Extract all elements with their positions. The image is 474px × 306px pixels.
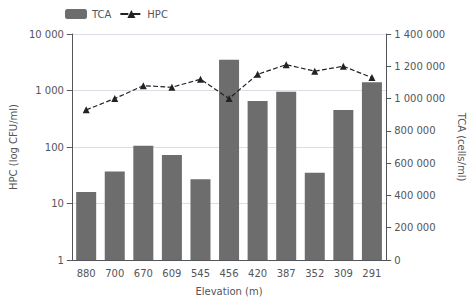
svg-text:0: 0 xyxy=(394,255,400,266)
svg-text:609: 609 xyxy=(162,268,181,279)
svg-text:1 000: 1 000 xyxy=(35,85,64,96)
svg-text:670: 670 xyxy=(134,268,153,279)
svg-text:10 000: 10 000 xyxy=(29,29,64,40)
svg-text:200 000: 200 000 xyxy=(394,222,435,233)
svg-text:700: 700 xyxy=(105,268,124,279)
svg-text:880: 880 xyxy=(77,268,96,279)
svg-text:800 000: 800 000 xyxy=(394,125,435,136)
svg-text:100: 100 xyxy=(45,142,64,153)
svg-text:456: 456 xyxy=(220,268,239,279)
svg-text:600 000: 600 000 xyxy=(394,158,435,169)
svg-text:309: 309 xyxy=(334,268,353,279)
svg-text:1: 1 xyxy=(58,255,64,266)
svg-text:291: 291 xyxy=(362,268,381,279)
svg-text:400 000: 400 000 xyxy=(394,190,435,201)
svg-text:TCA: TCA xyxy=(91,9,112,20)
svg-text:420: 420 xyxy=(248,268,267,279)
svg-text:HPC (log CFU/ml): HPC (log CFU/ml) xyxy=(8,104,19,190)
svg-text:HPC: HPC xyxy=(147,9,168,20)
svg-text:387: 387 xyxy=(277,268,296,279)
svg-text:1 400 000: 1 400 000 xyxy=(394,29,445,40)
svg-text:TCA (cells/ml): TCA (cells/ml) xyxy=(456,112,467,182)
svg-text:10: 10 xyxy=(51,198,64,209)
svg-text:352: 352 xyxy=(305,268,324,279)
svg-text:Elevation (m): Elevation (m) xyxy=(195,286,262,297)
svg-text:545: 545 xyxy=(191,268,210,279)
svg-text:1 000 000: 1 000 000 xyxy=(394,93,445,104)
svg-text:1 200 000: 1 200 000 xyxy=(394,61,445,72)
